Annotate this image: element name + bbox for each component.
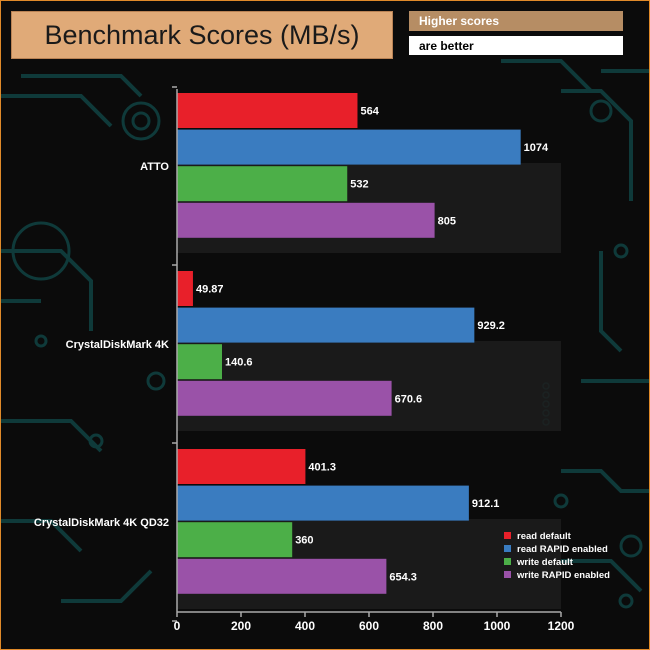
legend-entry: read RAPID enabled [517, 544, 608, 555]
bar [177, 380, 392, 416]
legend-entry: read default [517, 531, 572, 542]
data-label: 912.1 [472, 498, 500, 510]
x-tick-label: 400 [295, 619, 315, 633]
bar [177, 271, 193, 306]
bar [177, 166, 348, 202]
bar [177, 558, 387, 594]
bar [177, 202, 435, 238]
note-higher-scores: Higher scores [409, 11, 623, 31]
legend-swatch [504, 558, 511, 565]
legend-swatch [504, 571, 511, 578]
legend-entry: write RAPID enabled [516, 570, 610, 581]
bar [177, 129, 521, 165]
bars-layer: 564 1074 532 805 ATTO 49.87 929.2 140.6 670.6 Cry… [34, 93, 549, 594]
category-label: CrystalDiskMark 4K QD32 [34, 517, 169, 529]
data-label: 670.6 [395, 393, 423, 405]
data-label: 401.3 [308, 462, 336, 474]
legend-swatch [504, 532, 511, 539]
bar [177, 485, 469, 521]
x-tick-label: 200 [231, 619, 251, 633]
bar [177, 307, 475, 343]
data-label: 532 [350, 179, 368, 191]
category-label: CrystalDiskMark 4K [66, 339, 169, 351]
data-label: 805 [438, 215, 456, 227]
legend: read default read RAPID enabled write defa… [504, 531, 610, 581]
bar [177, 449, 306, 484]
legend-entry: write default [516, 557, 574, 568]
category-label: ATTO [140, 161, 169, 173]
note-are-better: are better [409, 36, 623, 55]
data-label: 360 [295, 535, 313, 547]
legend-swatch [504, 545, 511, 552]
bar [177, 93, 358, 128]
axes-layer: 0 200 400 600 800 1000 1200 [172, 86, 575, 633]
bar [177, 522, 293, 558]
x-tick-label: 800 [423, 619, 443, 633]
data-label: 929.2 [477, 320, 505, 332]
x-tick-label: 600 [359, 619, 379, 633]
chart-title: Benchmark Scores (MB/s) [11, 11, 393, 59]
data-label: 564 [360, 106, 379, 118]
x-tick-label: 1200 [548, 619, 575, 633]
circuit-background [1, 59, 649, 609]
data-label: 49.87 [196, 284, 224, 296]
x-tick-label: 0 [174, 619, 181, 633]
data-label: 1074 [524, 142, 549, 154]
data-label: 654.3 [389, 571, 417, 583]
bar [177, 344, 222, 380]
data-label: 140.6 [225, 357, 253, 369]
x-tick-label: 1000 [484, 619, 511, 633]
